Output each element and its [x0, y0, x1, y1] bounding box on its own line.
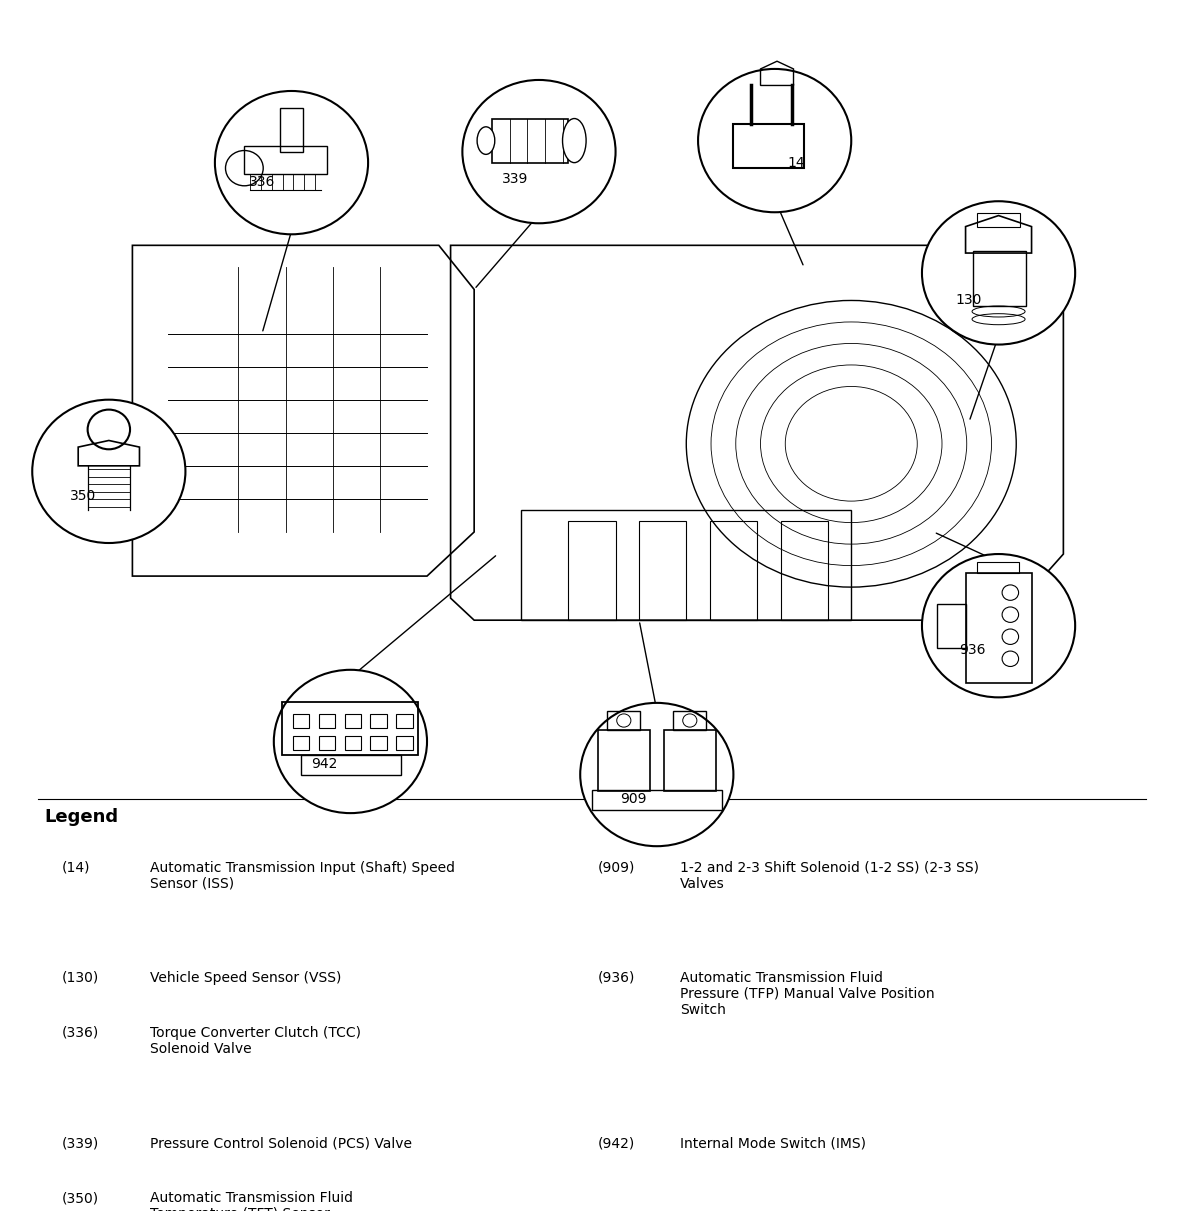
Text: 130: 130	[955, 293, 983, 308]
Text: Internal Mode Switch (IMS): Internal Mode Switch (IMS)	[681, 1136, 867, 1150]
Text: 936: 936	[959, 643, 986, 656]
Text: 350: 350	[70, 488, 96, 503]
Bar	[977, 213, 1019, 226]
Text: Legend: Legend	[44, 808, 118, 826]
Bar	[345, 714, 361, 728]
Text: Automatic Transmission Input (Shaft) Speed
Sensor (ISS): Automatic Transmission Input (Shaft) Spe…	[150, 861, 455, 891]
Text: Automatic Transmission Fluid
Temperature (TFT) Sensor: Automatic Transmission Fluid Temperature…	[150, 1192, 353, 1211]
Text: (130): (130)	[62, 971, 99, 985]
Text: 909: 909	[620, 792, 646, 805]
Text: (942): (942)	[598, 1136, 635, 1150]
Text: (339): (339)	[62, 1136, 99, 1150]
Bar	[664, 730, 716, 791]
Bar	[371, 736, 387, 751]
Bar	[397, 736, 413, 751]
Bar	[972, 251, 1025, 306]
Text: (936): (936)	[598, 971, 636, 985]
Bar	[371, 714, 387, 728]
Ellipse shape	[477, 127, 495, 154]
Bar	[345, 736, 361, 751]
Text: 942: 942	[311, 757, 337, 770]
Circle shape	[922, 555, 1075, 698]
Text: (909): (909)	[598, 861, 636, 874]
Bar	[282, 701, 418, 754]
Bar	[938, 603, 966, 648]
Bar	[607, 711, 641, 730]
Text: 14: 14	[787, 156, 805, 170]
Circle shape	[463, 80, 616, 223]
Circle shape	[215, 91, 368, 234]
Text: Vehicle Speed Sensor (VSS): Vehicle Speed Sensor (VSS)	[150, 971, 341, 985]
Text: (336): (336)	[62, 1026, 99, 1040]
Bar	[397, 714, 413, 728]
Bar	[977, 562, 1018, 573]
Bar	[292, 714, 309, 728]
Circle shape	[32, 400, 186, 543]
Text: (350): (350)	[62, 1192, 98, 1205]
Circle shape	[580, 702, 733, 846]
Bar	[318, 736, 335, 751]
Bar	[491, 119, 568, 162]
Text: 339: 339	[502, 172, 528, 186]
Bar	[598, 730, 650, 791]
Ellipse shape	[562, 119, 586, 162]
Circle shape	[274, 670, 427, 813]
Text: Automatic Transmission Fluid
Pressure (TFP) Manual Valve Position
Switch: Automatic Transmission Fluid Pressure (T…	[681, 971, 935, 1017]
Circle shape	[922, 201, 1075, 345]
Text: 336: 336	[249, 176, 275, 189]
Text: (14): (14)	[62, 861, 90, 874]
Bar	[966, 573, 1031, 683]
Text: Torque Converter Clutch (TCC)
Solenoid Valve: Torque Converter Clutch (TCC) Solenoid V…	[150, 1026, 361, 1056]
Bar	[244, 147, 327, 173]
Bar	[279, 108, 303, 151]
Bar	[674, 711, 707, 730]
Circle shape	[699, 69, 851, 212]
Bar	[301, 754, 401, 775]
Bar	[292, 736, 309, 751]
Text: Pressure Control Solenoid (PCS) Valve: Pressure Control Solenoid (PCS) Valve	[150, 1136, 412, 1150]
Bar	[733, 124, 804, 168]
Bar	[592, 790, 721, 810]
Text: 1-2 and 2-3 Shift Solenoid (1-2 SS) (2-3 SS)
Valves: 1-2 and 2-3 Shift Solenoid (1-2 SS) (2-3…	[681, 861, 979, 891]
Bar	[318, 714, 335, 728]
